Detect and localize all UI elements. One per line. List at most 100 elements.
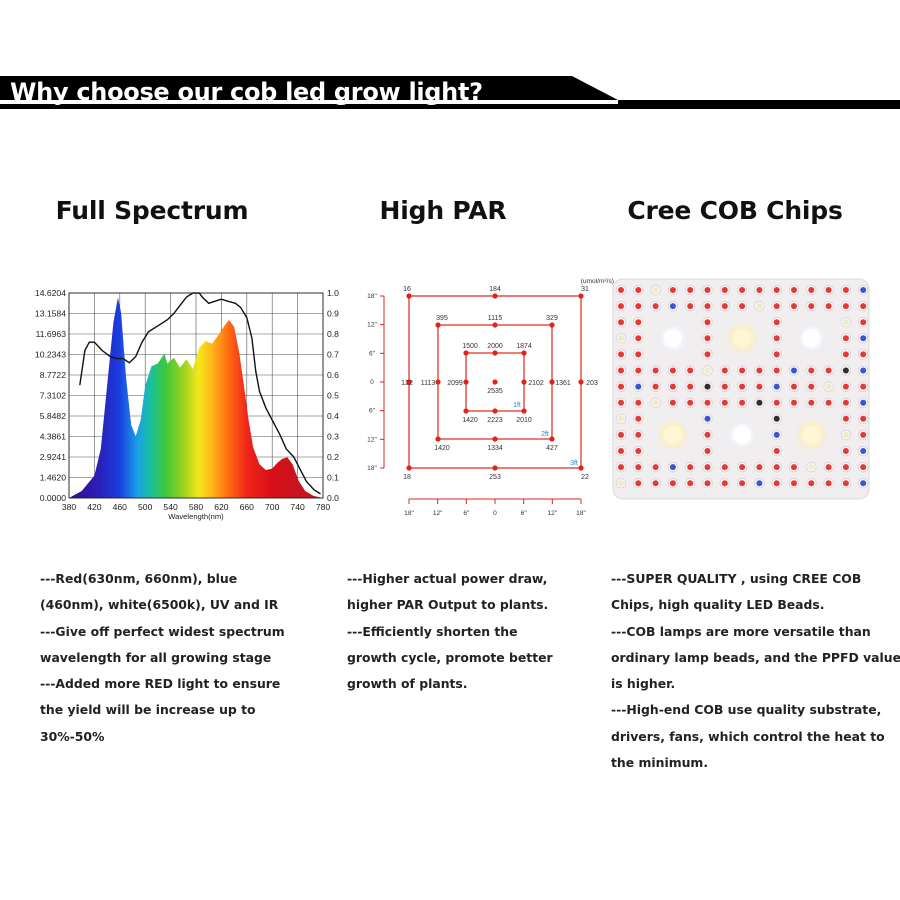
par-value: 16 <box>403 286 411 293</box>
cob-chip <box>663 425 682 444</box>
text-line: (460nm), white(6500k), UV and IR <box>40 597 279 613</box>
text-line: ---Higher actual power draw, <box>347 571 548 586</box>
red-led <box>704 464 711 471</box>
text-line: ordinary lamp beads, and the PPFD value <box>611 649 900 665</box>
red-led <box>773 399 780 406</box>
y-left-tick: 11.6963 <box>36 329 67 339</box>
red-led <box>618 464 624 471</box>
par-value: 31 <box>581 286 589 293</box>
cob-chip <box>802 425 821 444</box>
left-axis-label: 6" <box>369 350 376 357</box>
red-led <box>704 335 711 342</box>
red-led <box>773 287 780 293</box>
par-value: 329 <box>546 315 558 322</box>
text-line: is higher. <box>611 676 676 692</box>
red-led <box>773 319 780 326</box>
red-led <box>635 335 642 342</box>
red-led <box>808 383 815 390</box>
red-led <box>704 287 711 293</box>
blue-led <box>860 448 867 454</box>
par-point <box>492 322 498 328</box>
y-right-tick: 0.7 <box>327 350 339 360</box>
par-value: 122 <box>401 380 413 387</box>
y-right-tick: 0.0 <box>327 493 339 503</box>
red-led <box>791 464 797 471</box>
red-led <box>635 399 642 406</box>
text-line: ---Efficiently shorten the <box>347 623 518 639</box>
red-led <box>842 480 849 487</box>
blue-led <box>860 287 867 293</box>
cree-cob-description: ---SUPER QUALITY , using CREE COB Chips,… <box>611 566 900 776</box>
red-led <box>635 351 642 358</box>
red-led <box>721 480 728 487</box>
unit-label: (umol/m²/s) <box>581 278 614 285</box>
red-led <box>618 351 624 358</box>
spectrum-chart: 14.6204 13.1584 11.6963 10.2343 8.7722 7.3102… <box>35 288 339 521</box>
white-led <box>704 367 711 374</box>
par-point <box>578 379 584 385</box>
par-point <box>578 465 584 471</box>
par-point <box>406 379 412 385</box>
red-led <box>704 399 711 406</box>
red-led <box>687 480 694 487</box>
red-led <box>635 367 642 374</box>
red-led <box>704 431 711 438</box>
par-point <box>463 379 469 385</box>
red-led <box>791 303 797 310</box>
red-led <box>652 480 659 487</box>
text-line: ---Added more RED light to ensure <box>40 676 281 692</box>
banner-title: Why choose our cob led grow light? <box>10 78 483 106</box>
red-led <box>756 464 763 471</box>
red-led <box>860 415 867 422</box>
red-led <box>721 367 728 374</box>
par-value: 2010 <box>516 417 532 424</box>
white-led <box>842 319 849 326</box>
x-tick: 460 <box>113 502 128 512</box>
par-value: 1113 <box>421 380 436 387</box>
par-value: 1115 <box>488 315 503 322</box>
blue-led <box>635 383 642 390</box>
par-value: 253 <box>489 474 501 481</box>
bottom-axis-label: 12" <box>433 510 443 517</box>
cob-board-image <box>612 278 870 500</box>
white-led <box>756 303 763 310</box>
ir-led <box>756 399 763 406</box>
red-led <box>860 303 867 310</box>
text-line: Chips, high quality LED Beads. <box>611 597 825 613</box>
x-tick: 660 <box>240 502 255 512</box>
white-led <box>652 399 659 406</box>
red-led <box>635 480 642 487</box>
par-value: 18 <box>403 474 411 481</box>
red-led <box>842 287 849 293</box>
red-led <box>739 383 746 390</box>
x-tick: 580 <box>189 502 204 512</box>
red-led <box>618 383 624 390</box>
red-led <box>635 448 642 454</box>
text-line: growth of plants. <box>347 676 468 692</box>
cob-chip <box>733 329 752 348</box>
header-banner <box>0 76 900 109</box>
text-line: higher PAR Output to plants. <box>347 597 549 613</box>
blue-led <box>756 480 763 487</box>
red-led <box>791 287 797 293</box>
cob-chip <box>802 329 821 348</box>
x-axis-label: Wavelength(nm) <box>168 512 224 521</box>
red-led <box>635 303 642 310</box>
plot-frame <box>68 292 324 499</box>
blue-led <box>860 335 867 342</box>
ir-led <box>773 415 780 422</box>
red-led <box>842 335 849 342</box>
par-point <box>463 350 469 356</box>
red-led <box>791 383 797 390</box>
red-led <box>773 335 780 342</box>
par-value: 2099 <box>447 380 463 387</box>
red-led <box>860 383 867 390</box>
red-led <box>842 303 849 310</box>
red-led <box>669 399 676 406</box>
white-led <box>825 383 832 390</box>
x-tick: 700 <box>265 502 280 512</box>
full-spectrum-title: Full Spectrum <box>55 196 249 225</box>
red-led <box>721 464 728 471</box>
red-led <box>687 464 694 471</box>
red-led <box>842 448 849 454</box>
